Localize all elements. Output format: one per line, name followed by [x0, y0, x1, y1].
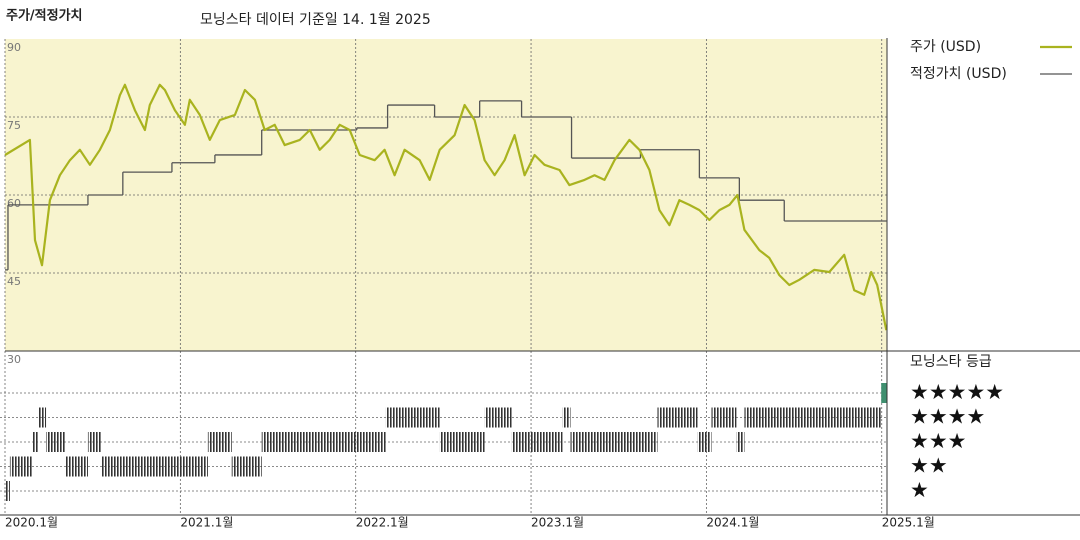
rating-label: ★★★: [910, 429, 966, 453]
rating-label: ★★★★★: [910, 380, 1004, 404]
legend-label: 주가 (USD): [910, 39, 981, 55]
price-line: [4, 83, 888, 331]
rating-bar: [385, 407, 440, 428]
x-tick-label: 2025.1월: [882, 516, 935, 530]
rating-bar: [570, 432, 658, 452]
rating-bar: [562, 407, 571, 428]
rating-bar: [697, 432, 712, 452]
rating-bar: [744, 407, 882, 428]
y-tick-label: 30: [7, 353, 21, 366]
y-tick-label: 60: [7, 197, 21, 210]
rating-label: ★: [910, 478, 929, 502]
rating-bar: [439, 432, 485, 452]
rating-bar: [511, 432, 563, 452]
rating-bar: [231, 456, 262, 477]
rating-label: ★★★★: [910, 405, 985, 429]
rating-title: 모닝스타 등급: [910, 354, 992, 370]
y-tick-label: 45: [7, 275, 21, 288]
rating-bar: [87, 432, 102, 452]
rating-bar: [736, 432, 745, 452]
legend-label: 적정가치 (USD): [910, 66, 1007, 82]
rating-bar: [657, 407, 698, 428]
rating-bar: [881, 383, 887, 403]
x-tick-label: 2022.1월: [356, 516, 409, 530]
rating-bar: [37, 407, 47, 428]
x-tick-label: 2021.1월: [180, 516, 233, 530]
chart-title: 주가/적정가치: [6, 8, 83, 24]
rating-bar: [32, 432, 38, 452]
rating-bar: [5, 481, 10, 501]
rating-bar: [9, 456, 33, 477]
rating-bar: [261, 432, 386, 452]
x-tick-label: 2024.1월: [706, 516, 759, 530]
y-tick-label: 90: [7, 41, 21, 54]
rating-bar: [64, 456, 88, 477]
x-tick-label: 2023.1월: [531, 516, 584, 530]
chart-subtitle: 모닝스타 데이터 기준일 14. 1월 2025: [200, 12, 431, 28]
rating-label: ★★: [910, 454, 948, 478]
rating-bar: [207, 432, 232, 452]
x-tick-label: 2020.1월: [5, 516, 58, 530]
y-tick-label: 75: [7, 119, 21, 132]
rating-bar: [46, 432, 65, 452]
rating-bar: [484, 407, 512, 428]
rating-bar: [101, 456, 208, 477]
rating-bar: [711, 407, 737, 428]
